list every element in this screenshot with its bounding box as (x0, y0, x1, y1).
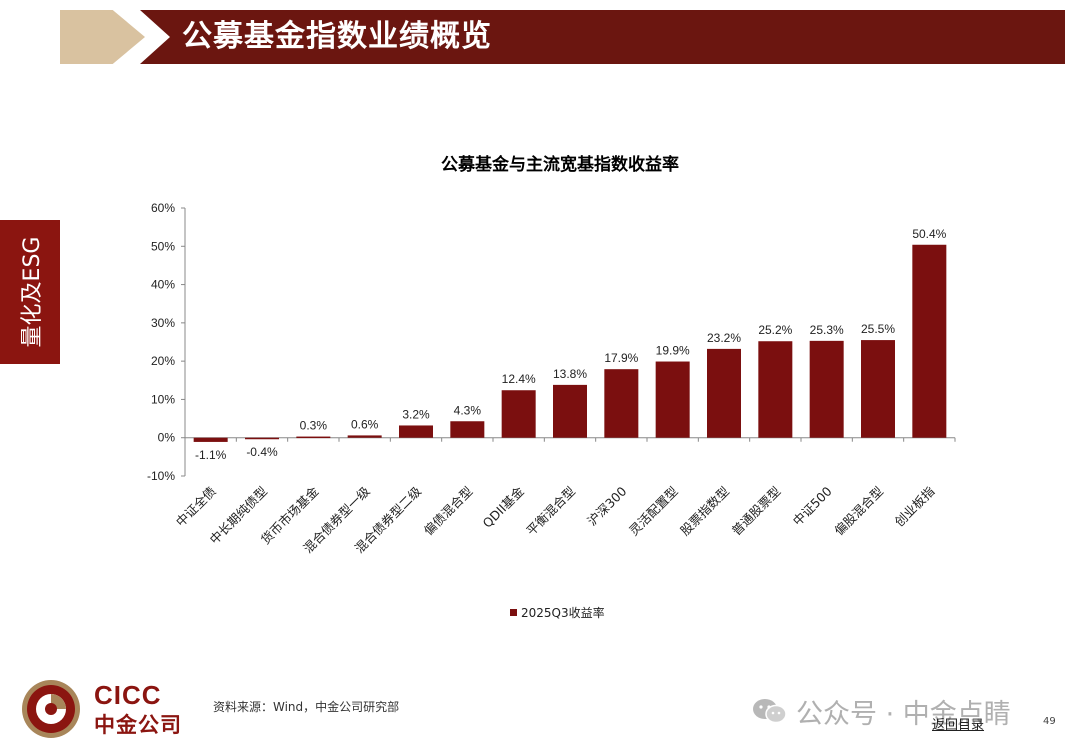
bar (707, 348, 741, 438)
source-note: 资料来源：Wind，中金公司研究部 (213, 700, 400, 714)
bar-data-label: 13.8% (553, 367, 587, 381)
bar-data-label: 19.9% (656, 344, 690, 358)
x-category-label: 偏债混合型 (421, 484, 476, 539)
chart-title: 公募基金与主流宽基指数收益率 (441, 155, 679, 175)
bar (758, 341, 793, 438)
watermark-text: 公众号 · 中金点睛 (796, 699, 1011, 730)
bar-data-label: 25.3% (810, 323, 844, 337)
x-category-label: 股票指数型 (677, 484, 732, 539)
logo-text-en: CICC (94, 680, 162, 710)
y-tick-label: 40% (151, 278, 175, 292)
page-number: 49 (1043, 716, 1056, 727)
chart-legend: 2025Q3收益率 (510, 604, 605, 621)
bar-data-label: 0.6% (351, 417, 379, 431)
x-category-label: 平衡混合型 (523, 484, 578, 539)
bar (450, 421, 485, 438)
y-tick-label: 60% (151, 201, 175, 215)
bar-data-label: 17.9% (604, 351, 638, 365)
bar-data-label: 25.5% (861, 322, 895, 336)
bar (296, 436, 331, 439)
x-category-label: 沪深300 (584, 483, 629, 528)
section-side-tab[interactable]: 量化及ESG (0, 220, 60, 364)
bar (553, 384, 587, 438)
logo-text-cn: 中金公司 (94, 713, 182, 737)
bar-data-label: -1.1% (195, 448, 227, 462)
y-tick-label: -10% (147, 469, 175, 483)
back-to-toc-link[interactable]: 返回目录 (932, 718, 985, 733)
x-category-label: 偏股混合型 (831, 484, 886, 539)
x-category-label: 普通股票型 (729, 484, 784, 539)
x-category-label: 中证500 (790, 483, 835, 528)
y-tick-label: 30% (151, 316, 175, 330)
bar (861, 340, 895, 438)
bar (245, 437, 279, 440)
legend-label: 2025Q3收益率 (521, 606, 605, 620)
x-category-label: 灵活配置型 (626, 484, 681, 539)
cicc-logo-icon (22, 680, 80, 738)
bar-data-label: 12.4% (502, 372, 536, 386)
y-tick-label: 20% (151, 354, 175, 368)
bar (912, 244, 947, 438)
bar (809, 340, 844, 438)
x-category-label: 创业板指 (891, 484, 937, 530)
header-bar (140, 10, 1065, 64)
bar-data-label: 25.2% (758, 323, 792, 337)
bar (501, 390, 536, 438)
wechat-icon (753, 699, 787, 724)
legend-swatch (510, 609, 517, 616)
bar-data-label: -0.4% (246, 445, 278, 459)
x-category-label: 中证全债 (173, 484, 219, 530)
y-tick-label: 10% (151, 392, 175, 406)
bar-data-label: 0.3% (300, 419, 328, 433)
bar-data-label: 50.4% (912, 227, 946, 241)
bar (604, 369, 639, 438)
x-category-label: QDII基金 (480, 483, 528, 531)
bar-data-label: 23.2% (707, 331, 741, 345)
bar (193, 437, 228, 442)
y-tick-label: 50% (151, 239, 175, 253)
bar (347, 435, 382, 438)
y-tick-label: 0% (158, 431, 176, 445)
bar-data-label: 3.2% (402, 407, 430, 421)
page-title: 公募基金指数业绩概览 (182, 19, 492, 54)
bar (655, 361, 690, 438)
bar-data-label: 4.3% (454, 403, 482, 417)
bar (399, 425, 433, 438)
